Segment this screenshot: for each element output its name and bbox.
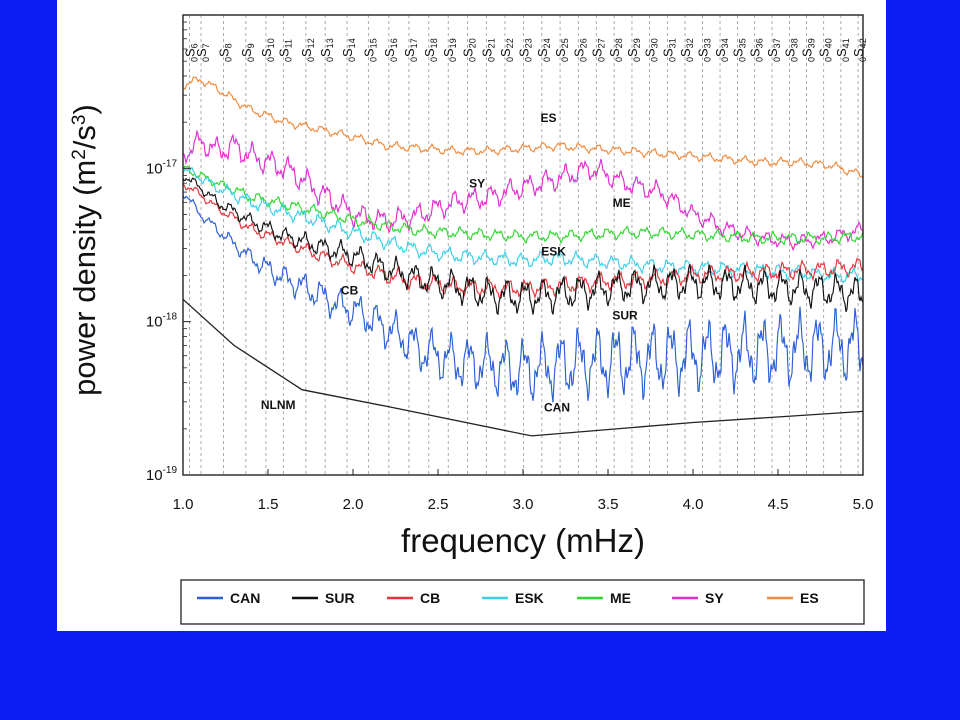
x-tick-label: 4.5 [768,496,789,513]
legend-label-esk: ESK [515,590,544,606]
mode-label: 0S29 [625,38,642,62]
series-line-sur [182,177,864,316]
mode-label: 0S39 [800,38,817,62]
legend-label-es: ES [800,590,819,606]
mode-label: 0S16 [382,38,399,62]
series-line-sy [183,129,864,252]
mode-label: 0S18 [422,38,439,62]
mode-label: 0S20 [460,38,477,62]
legend-box [180,579,865,625]
mode-label: 0S38 [782,38,799,62]
y-tick-label: 10-19 [146,465,178,484]
mode-label: 0S30 [643,38,660,62]
legend-label-cb: CB [420,590,440,606]
x-axis-label: frequency (mHz) [401,522,645,559]
mode-label: 0S11 [276,39,293,62]
x-tick-label: 2.5 [428,496,449,513]
mode-label: 0S7 [194,43,211,62]
mode-label: 0S14 [340,38,357,62]
mode-label: 0S42 [851,38,868,62]
legend-label-sur: SUR [325,590,355,606]
mode-label: 0S12 [299,38,316,62]
curve-annotations: ES SY ME ESK CB SUR NLNM CAN [261,111,638,414]
mode-label: 0S15 [361,38,378,62]
mode-label: 0S21 [479,38,496,62]
mode-label: 0S23 [517,38,534,62]
legend: CAN SUR CB ESK ME SY ES [197,590,819,606]
mode-label: 0S37 [765,38,782,62]
annotation-can: CAN [544,400,570,414]
y-tick-label: 10-18 [146,312,178,331]
x-tick-label: 5.0 [853,496,874,513]
mode-label: 0S31 [660,38,677,62]
mode-label: 0S41 [834,38,851,62]
x-tick-label: 3.0 [513,496,534,513]
series-line-me [182,165,864,246]
mode-label: 0S6 [182,43,199,62]
annotation-nlnm: NLNM [261,398,296,412]
legend-label-sy: SY [705,590,724,606]
annotation-me: ME [613,196,631,210]
mode-label: 0S35 [730,38,747,62]
mode-label: 0S9 [239,43,256,62]
x-tick-label: 2.0 [343,496,364,513]
mode-label: 0S17 [402,38,419,62]
mode-label: 0S13 [318,38,335,62]
x-axis-ticks: 1.0 1.5 2.0 2.5 3.0 3.5 4.0 4.5 5.0 [173,469,874,513]
annotation-sur: SUR [612,309,638,323]
series-lines [182,76,864,437]
mode-label: 0S26 [571,38,588,62]
y-axis-label: power density (m2/s3) [67,104,102,396]
mode-label: 0S22 [498,38,515,62]
series-line-can [182,194,864,403]
x-tick-label: 4.0 [683,496,704,513]
mode-label: 0S10 [259,38,276,62]
mode-label: 0S34 [713,38,730,62]
mode-label: 0S32 [678,38,695,62]
figure-panel: 0S6 0S7 0S8 0S9 0S10 0S11 0S12 0S13 0S14 0S15 0S16… [57,0,886,631]
mode-label: 0S27 [589,38,606,62]
x-tick-label: 1.5 [258,496,279,513]
mode-label: 0S8 [217,43,234,62]
annotation-cb: CB [341,284,359,298]
annotation-sy: SY [469,176,485,190]
y-tick-label: 10-17 [146,158,178,177]
legend-label-can: CAN [230,590,260,606]
legend-label-me: ME [610,590,631,606]
x-tick-label: 1.0 [173,496,194,513]
annotation-esk: ESK [541,245,566,259]
mode-label: 0S19 [441,38,458,62]
y-axis-ticks: 10-19 10-18 10-17 [146,21,191,484]
mode-label: 0S36 [748,38,765,62]
annotation-es: ES [540,111,556,125]
mode-label: 0S40 [817,38,834,62]
series-line-es [182,76,864,178]
x-tick-label: 3.5 [598,496,619,513]
mode-label: 0S24 [535,38,552,62]
series-line-esk [182,166,864,285]
mode-label: 0S33 [696,38,713,62]
mode-label: 0S28 [607,38,624,62]
mode-label: 0S25 [553,38,570,62]
series-line-nlnm [182,298,864,437]
